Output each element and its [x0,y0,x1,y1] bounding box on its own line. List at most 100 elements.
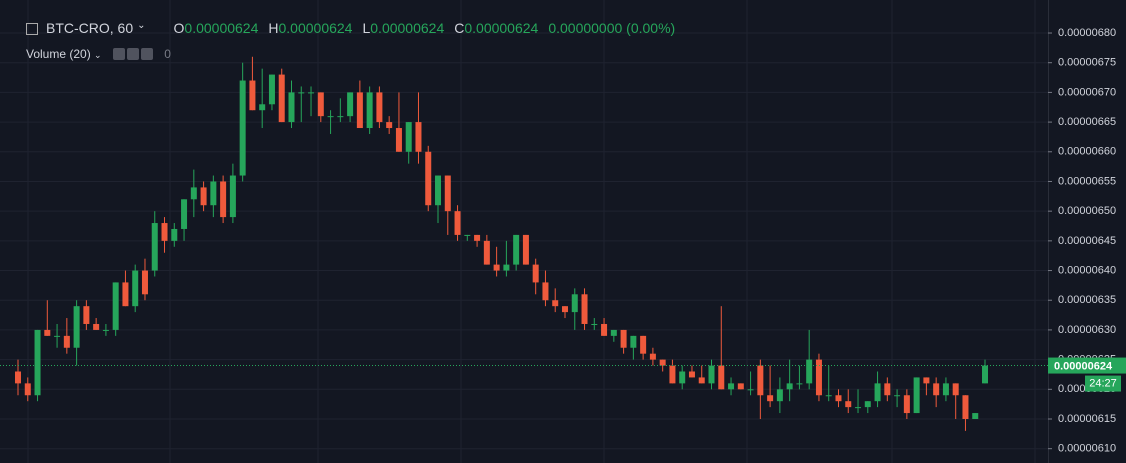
candle-body [933,383,940,396]
candle-body [542,282,549,301]
icon[interactable] [140,48,153,60]
candle-body [855,407,862,409]
collapse-icon[interactable] [26,23,38,35]
ohlc-item: C0.00000624 [454,20,538,36]
candle-body [83,306,90,324]
candle-body [386,122,393,129]
dropdown-caret[interactable]: ⌄ [137,20,146,31]
volume-label[interactable]: Volume (20) [26,47,91,61]
y-tick-label: 0.00000650 [1058,205,1116,217]
candle-body [532,264,539,283]
ohlc-value: 0.00000624 [464,20,539,36]
candle-body [200,187,207,206]
y-tick-label: 0.00000660 [1058,146,1116,158]
candle-body [718,365,725,390]
candle-body [845,401,852,408]
candle-body [493,264,500,271]
candle-body [884,383,891,396]
candle-body [894,395,901,397]
candle-body [268,74,275,105]
y-tick-label: 0.00000675 [1058,57,1116,69]
candle-body [24,383,31,396]
candle-body [659,359,666,366]
candle-body [122,282,129,307]
candle-body [581,294,588,324]
candle-body [435,175,442,206]
candle-body [962,395,969,419]
candle-body [806,359,813,384]
last-price-label: 0.00000624 [1054,360,1113,372]
candle-body [571,294,578,313]
candle-body [444,175,451,212]
candle-body [620,329,627,348]
candle-body [93,323,100,330]
last-price-tag [1048,357,1126,374]
y-tick-label: 0.00000610 [1058,443,1116,455]
candle-body [708,365,715,384]
icon[interactable] [126,48,139,60]
candle-body [278,74,285,123]
candle-body [288,92,295,123]
icon[interactable] [112,48,125,60]
ohlc-values: O0.00000624 H0.00000624 L0.00000624 C0.0000… [174,20,549,36]
candle-body [73,306,80,348]
candle-body [601,323,608,336]
candle-body [737,383,744,390]
candle-body [415,122,422,152]
candle-body [102,329,109,331]
candle-body [298,92,305,94]
countdown-tag [1085,375,1121,392]
candle-body [982,365,988,384]
candle-body [796,383,803,385]
candle-body [610,329,617,336]
candle-body [747,389,754,391]
candle-body [366,92,373,129]
ohlc-value: 0.00000624 [184,20,259,36]
candle-body [63,335,70,348]
candle-body [171,228,178,241]
y-tick-label: 0.00000630 [1058,324,1116,336]
candle-body [591,323,598,325]
candle-body [786,383,793,390]
candle-body [874,383,881,402]
y-tick-label: 0.00000665 [1058,116,1116,128]
candle-body [864,401,871,408]
volume-value: 0 [164,47,171,61]
volume-legend: Volume (20) ⌄ 0 [26,47,171,63]
dropdown-caret[interactable]: ⌄ [94,50,102,60]
symbol-title[interactable]: BTC-CRO, 60 [46,20,134,36]
candle-body [239,80,246,176]
candle-body [903,395,910,414]
countdown-label: 24:27 [1089,377,1117,389]
candle-body [229,175,236,218]
candle-body [503,264,510,271]
candle-body [347,92,354,117]
candle-body [132,270,139,307]
ohlc-item: H0.00000624 [268,20,352,36]
ohlc-key: L [362,20,371,36]
candle-body [522,234,529,265]
y-tick-label: 0.00000640 [1058,264,1116,276]
y-tick-label: 0.00000615 [1058,413,1116,425]
candle-body [561,306,568,313]
candle-body [425,151,432,206]
ohlc-value: 0.00000624 [370,20,445,36]
candle-body [698,377,705,384]
candle-body [259,104,266,111]
candle-body [181,199,188,229]
candle-body [15,371,21,384]
candle-body [395,128,402,152]
candle-body [640,335,647,354]
candle-body [210,181,217,206]
candle-body [161,223,168,241]
ohlc-key: H [268,20,279,36]
candle-body [825,395,832,397]
candle-body [220,181,227,218]
candle-body [308,92,315,94]
candle-body [454,211,461,235]
legend-header: BTC-CRO, 60 ⌄ O0.00000624 H0.00000624 L0.0… [26,20,675,36]
candle-body [356,92,363,129]
y-tick-label: 0.00000645 [1058,235,1116,247]
candle-body [835,395,842,402]
